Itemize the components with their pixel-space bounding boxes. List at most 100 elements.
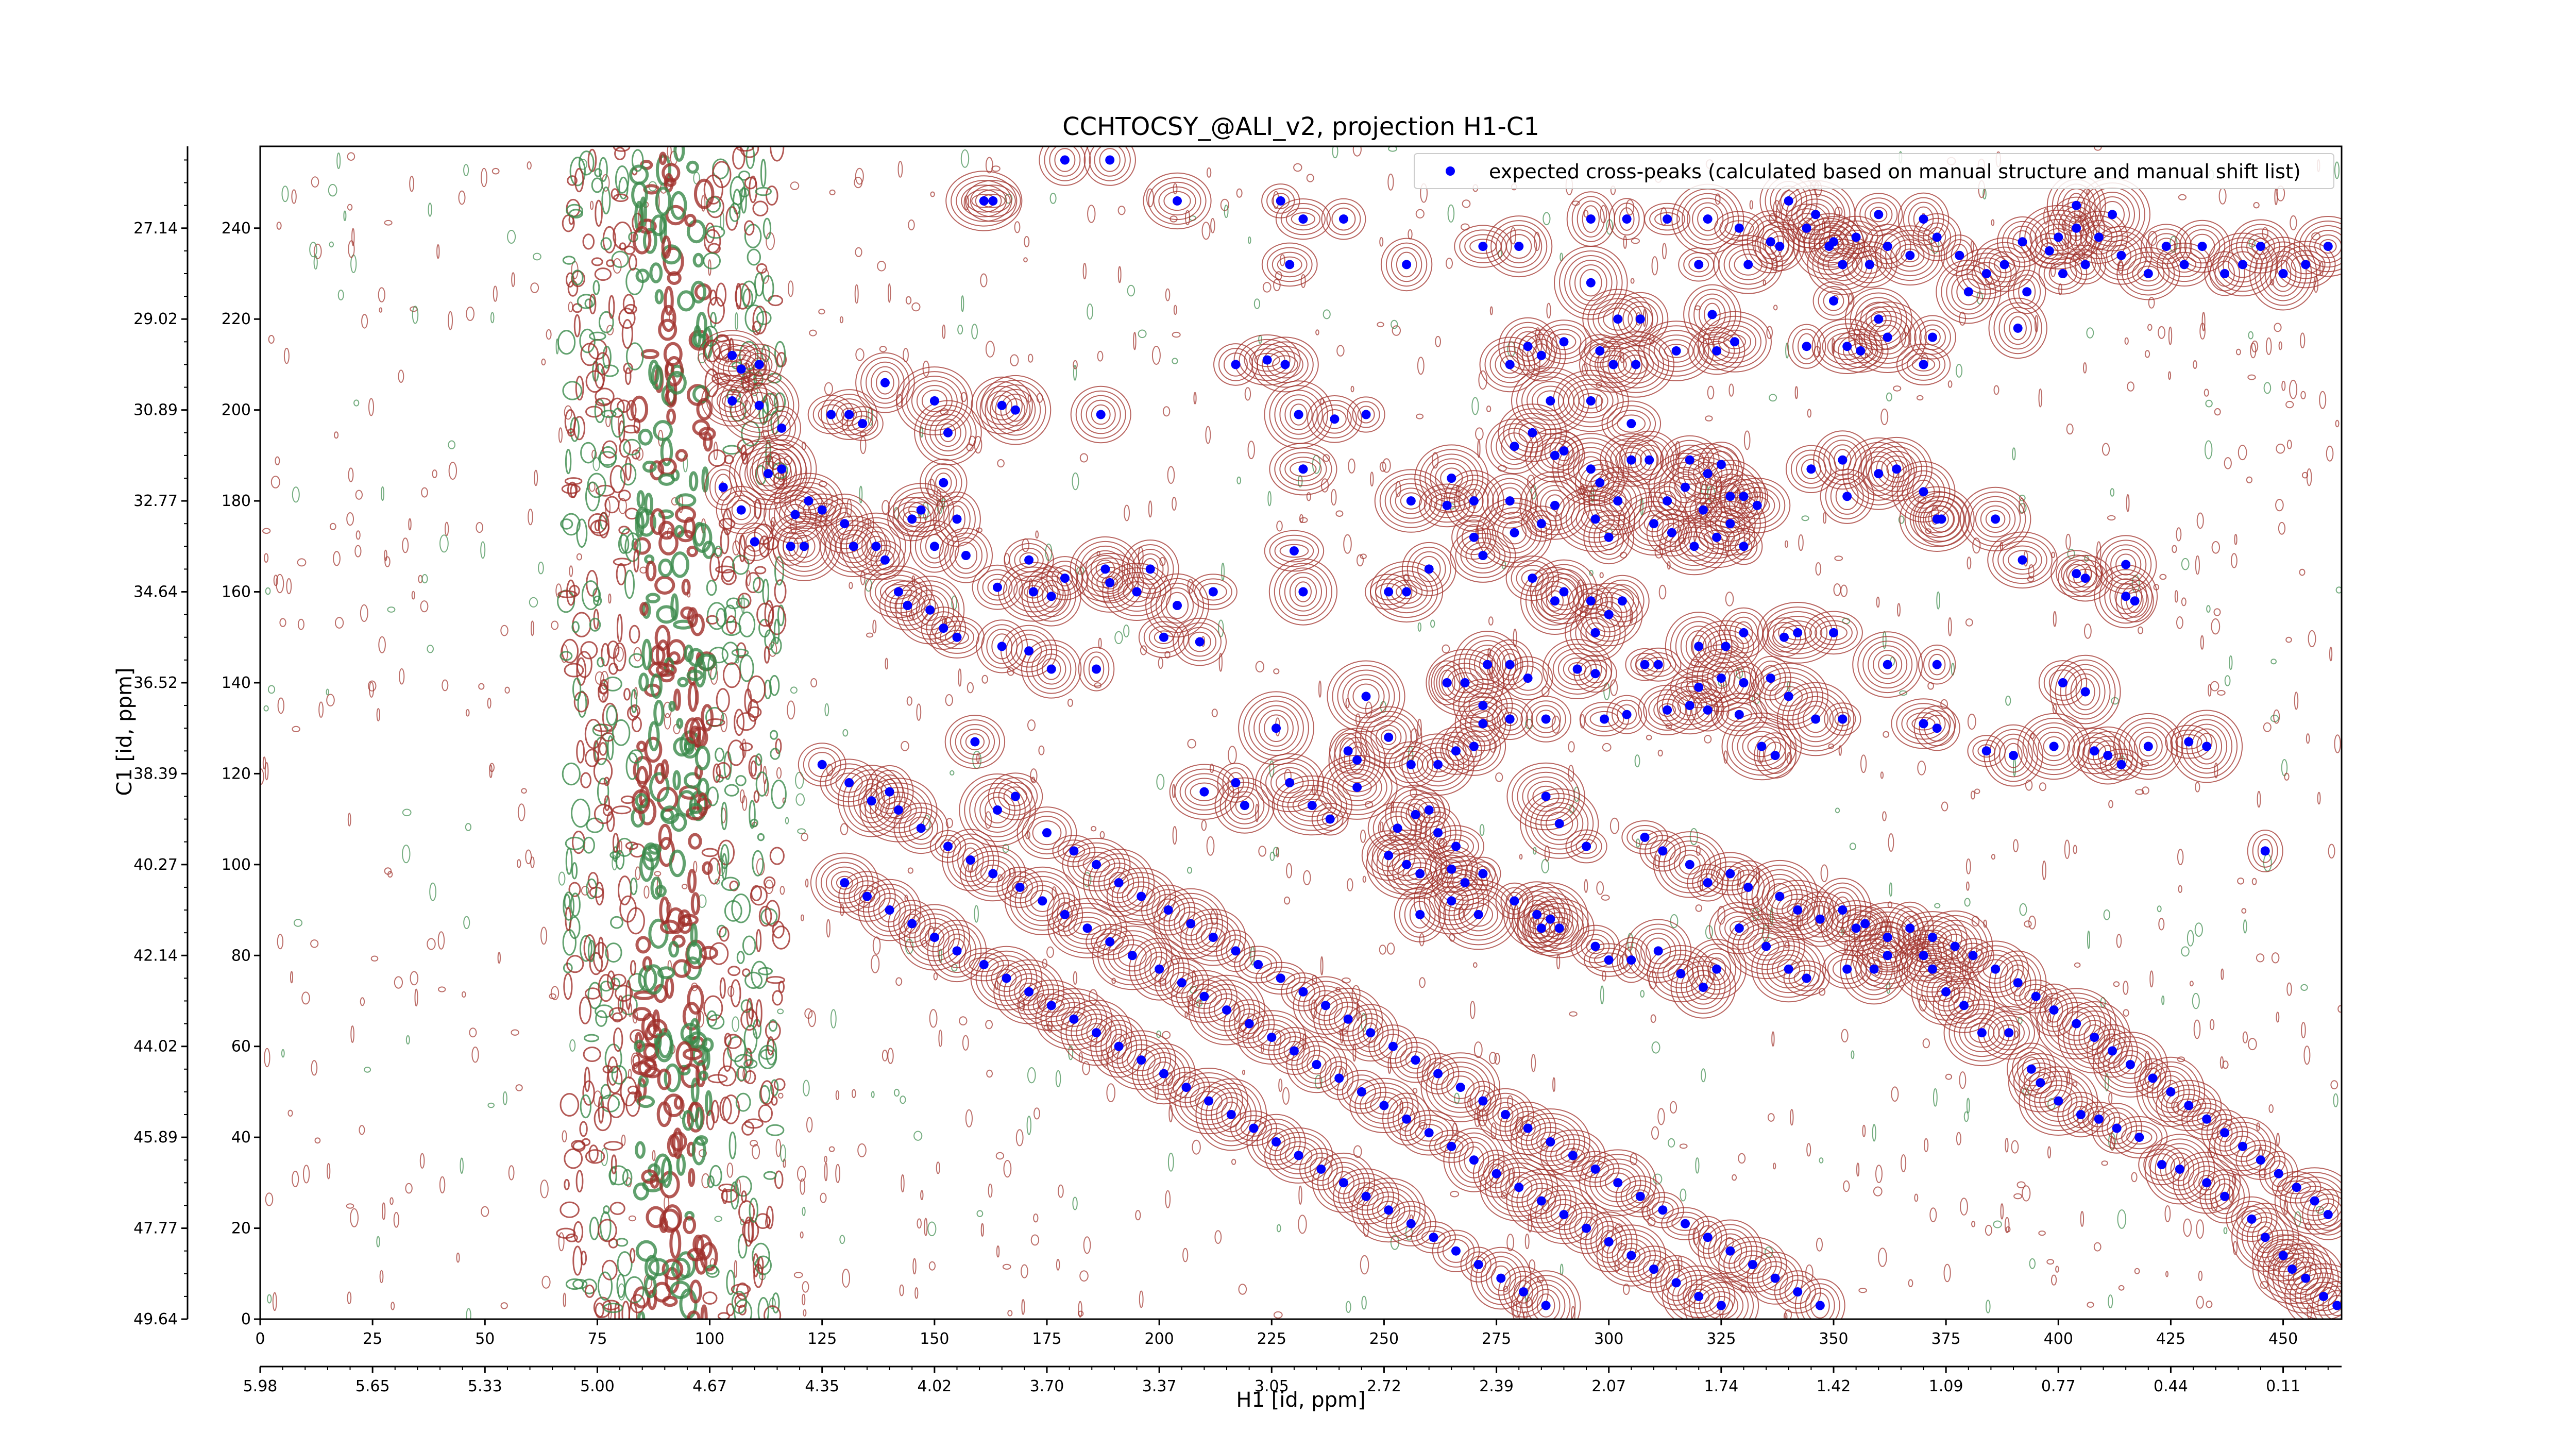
noise-contour bbox=[1771, 1031, 1775, 1047]
expected-peak-marker bbox=[1298, 214, 1308, 224]
expected-peak-marker bbox=[849, 542, 858, 551]
expected-peak-marker bbox=[1114, 1041, 1124, 1051]
expected-peak-marker bbox=[1919, 719, 1928, 729]
expected-peak-marker bbox=[1842, 342, 1852, 351]
expected-peak-marker bbox=[862, 891, 872, 901]
expected-peak-marker bbox=[1137, 891, 1146, 901]
expected-peak-marker bbox=[1510, 442, 1519, 451]
expected-peak-marker bbox=[2278, 1251, 2288, 1260]
expected-peak-marker bbox=[1060, 155, 1070, 165]
noise-contour bbox=[563, 1292, 566, 1307]
noise-contour bbox=[1893, 385, 1902, 392]
noise-contour bbox=[1657, 1108, 1665, 1125]
noise-contour bbox=[2102, 443, 2110, 456]
noise-contour bbox=[448, 311, 453, 330]
expected-peak-marker bbox=[1361, 1191, 1371, 1201]
noise-contour bbox=[393, 1212, 399, 1228]
noise-contour bbox=[2124, 337, 2129, 345]
noise-contour bbox=[2276, 1133, 2280, 1147]
noise-contour bbox=[2300, 391, 2306, 399]
noise-contour bbox=[1898, 515, 1905, 524]
expected-peak-marker bbox=[1869, 964, 1879, 974]
chart-title: CCHTOCSY_@ALI_v2, projection H1-C1 bbox=[1062, 112, 1539, 141]
noise-contour bbox=[1966, 1098, 1970, 1114]
expected-peak-marker bbox=[1761, 941, 1771, 951]
expected-peak-marker bbox=[2175, 1164, 2184, 1174]
expected-peak-marker bbox=[1536, 1196, 1546, 1206]
expected-peak-marker bbox=[1590, 628, 1600, 637]
expected-peak-marker bbox=[1208, 933, 1218, 942]
noise-contour bbox=[1079, 1270, 1089, 1282]
expected-peak-marker bbox=[929, 542, 939, 551]
expected-peak-marker bbox=[1851, 923, 1861, 933]
noise-contour bbox=[1450, 1190, 1460, 1198]
noise-contour bbox=[1705, 415, 1713, 422]
expected-peak-marker bbox=[1554, 819, 1564, 829]
expected-peak-marker bbox=[1860, 919, 1870, 929]
expected-peak-marker bbox=[1725, 492, 1735, 501]
noise-contour bbox=[1447, 204, 1455, 223]
noise-contour bbox=[2161, 995, 2165, 1005]
expected-peak-marker bbox=[1631, 360, 1641, 369]
expected-peak-marker bbox=[1338, 214, 1348, 224]
expected-peak-marker bbox=[1622, 214, 1632, 224]
noise-contour bbox=[1578, 485, 1585, 495]
expected-peak-marker bbox=[1649, 519, 1658, 529]
expected-peak-marker bbox=[1262, 355, 1272, 365]
noise-contour bbox=[1117, 206, 1126, 215]
expected-peak-marker bbox=[1473, 909, 1483, 919]
expected-peak-marker bbox=[1388, 1041, 1398, 1051]
expected-peak-marker bbox=[965, 855, 975, 865]
expected-peak-marker bbox=[1406, 760, 1416, 769]
noise-contour bbox=[2126, 494, 2130, 512]
noise-contour bbox=[1872, 1124, 1876, 1142]
expected-peak-marker bbox=[1312, 1060, 1321, 1069]
expected-peak-marker bbox=[1518, 1287, 1528, 1297]
noise-contour bbox=[2055, 1266, 2059, 1273]
noise-contour bbox=[1609, 817, 1619, 834]
noise-contour bbox=[2101, 1160, 2108, 1166]
noise-contour bbox=[1362, 875, 1366, 883]
noise-contour bbox=[2300, 332, 2306, 349]
expected-peak-marker bbox=[1842, 964, 1852, 974]
noise-contour bbox=[2164, 1205, 2171, 1222]
noise-contour bbox=[500, 625, 509, 636]
expected-peak-marker bbox=[1460, 678, 1470, 687]
noise-contour bbox=[1293, 163, 1302, 172]
noise-contour bbox=[1300, 274, 1306, 288]
noise-contour bbox=[1899, 690, 1908, 696]
noise-contour bbox=[2210, 681, 2219, 692]
expected-peak-marker bbox=[1977, 1028, 1987, 1038]
expected-peak-marker bbox=[1402, 860, 1412, 869]
noise-contour bbox=[448, 462, 457, 480]
expected-peak-marker bbox=[2058, 678, 2067, 687]
noise-contour bbox=[1531, 1054, 1536, 1072]
noise-contour bbox=[852, 1089, 856, 1099]
noise-contour bbox=[438, 986, 446, 992]
expected-peak-marker bbox=[1712, 346, 1722, 356]
noise-contour bbox=[1596, 881, 1604, 895]
expected-peak-marker bbox=[1815, 1301, 1825, 1310]
expected-peak-marker bbox=[2108, 210, 2117, 220]
expected-peak-marker bbox=[1483, 660, 1493, 669]
expected-peak-marker bbox=[1402, 260, 1412, 269]
expected-peak-marker bbox=[1932, 723, 1942, 733]
noise-contour bbox=[353, 399, 360, 407]
expected-peak-marker bbox=[1478, 1096, 1488, 1106]
noise-contour bbox=[264, 1048, 270, 1068]
noise-contour bbox=[1253, 298, 1260, 309]
noise-contour bbox=[1610, 679, 1618, 696]
noise-contour bbox=[849, 582, 853, 589]
noise-contour bbox=[1473, 1041, 1483, 1058]
noise-contour bbox=[398, 369, 404, 383]
expected-peak-marker bbox=[754, 360, 764, 369]
expected-peak-marker bbox=[1874, 314, 1884, 324]
expected-peak-marker bbox=[1415, 869, 1425, 879]
noise-contour bbox=[615, 646, 624, 662]
expected-peak-marker bbox=[2202, 1178, 2212, 1188]
noise-contour bbox=[2263, 382, 2272, 394]
expected-peak-marker bbox=[2179, 260, 2189, 269]
expected-peak-marker bbox=[1411, 1055, 1420, 1065]
expected-peak-marker bbox=[1330, 414, 1340, 424]
noise-contour bbox=[551, 620, 559, 630]
